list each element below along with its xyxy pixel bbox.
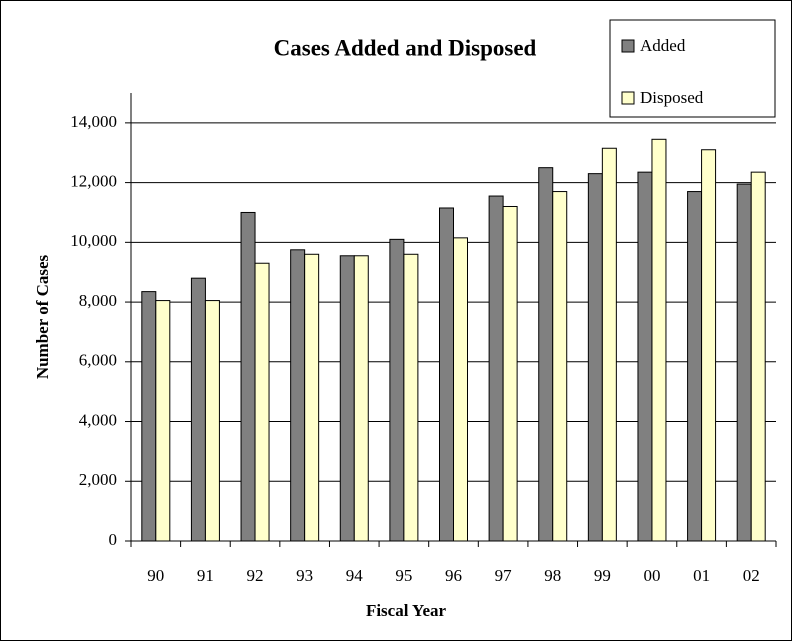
x-tick-label: 99 xyxy=(594,566,611,585)
legend-box xyxy=(609,19,776,118)
x-tick-label: 98 xyxy=(544,566,561,585)
bar xyxy=(141,291,157,542)
y-tick-label: 8,000 xyxy=(79,291,117,310)
y-tick-label: 10,000 xyxy=(70,231,117,250)
bar xyxy=(587,173,603,542)
bar xyxy=(403,253,419,542)
y-tick-label: 14,000 xyxy=(70,112,117,131)
bar xyxy=(339,255,355,542)
x-tick-label: 00 xyxy=(643,566,660,585)
x-tick-label: 90 xyxy=(147,566,164,585)
legend-label: Added xyxy=(640,36,686,55)
bar xyxy=(155,300,171,542)
bar xyxy=(651,138,667,542)
y-tick-label: 0 xyxy=(109,530,118,549)
legend-swatch xyxy=(621,39,635,53)
bar xyxy=(750,171,766,542)
x-tick-label: 93 xyxy=(296,566,313,585)
bar xyxy=(290,249,306,542)
bar xyxy=(701,149,717,542)
x-tick-label: 02 xyxy=(743,566,760,585)
x-tick-label: 95 xyxy=(395,566,412,585)
x-axis-label: Fiscal Year xyxy=(366,601,447,620)
bar xyxy=(552,191,568,542)
y-tick-label: 4,000 xyxy=(79,410,117,429)
y-axis-label: Number of Cases xyxy=(33,254,52,379)
y-tick-label: 2,000 xyxy=(79,470,117,489)
bar xyxy=(502,205,518,542)
bar xyxy=(453,237,468,542)
bar xyxy=(601,147,617,542)
bar xyxy=(389,238,405,542)
bar xyxy=(353,255,369,542)
x-tick-label: 91 xyxy=(197,566,214,585)
bar xyxy=(637,171,653,542)
bar xyxy=(254,262,270,542)
bar xyxy=(736,183,752,542)
y-tick-label: 12,000 xyxy=(70,172,117,191)
x-tick-label: 97 xyxy=(495,566,513,585)
bar xyxy=(488,195,504,542)
bar xyxy=(304,253,320,542)
x-tick-label: 94 xyxy=(346,566,364,585)
legend-swatch xyxy=(621,91,635,105)
bar xyxy=(687,191,703,542)
x-tick-label: 92 xyxy=(247,566,264,585)
x-tick-label: 01 xyxy=(693,566,710,585)
bar xyxy=(240,211,256,542)
y-tick-label: 6,000 xyxy=(79,351,117,370)
chart-title: Cases Added and Disposed xyxy=(274,35,537,60)
legend-label: Disposed xyxy=(640,88,704,107)
bar xyxy=(204,300,220,542)
bar xyxy=(439,207,454,542)
bar xyxy=(190,277,206,542)
bar xyxy=(538,167,554,542)
x-tick-label: 96 xyxy=(445,566,462,585)
